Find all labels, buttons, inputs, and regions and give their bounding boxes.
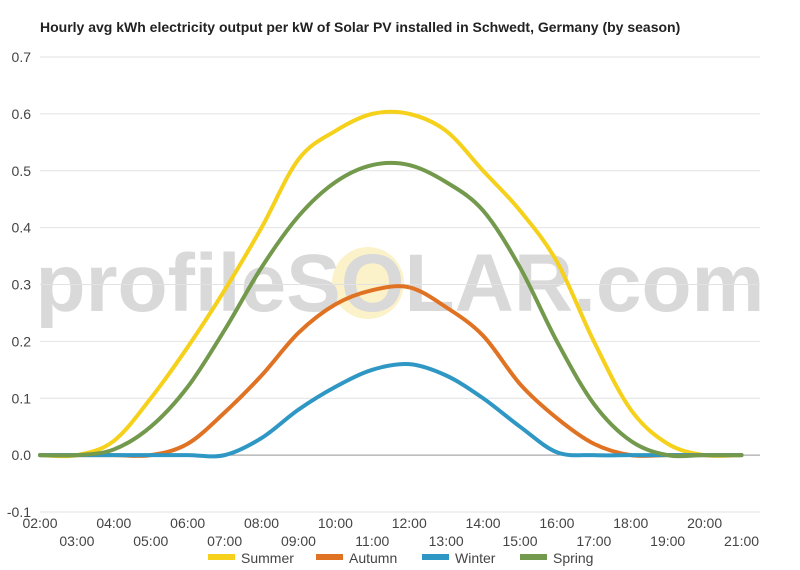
x-tick-label: 08:00 xyxy=(244,515,279,531)
y-tick-label: 0.3 xyxy=(12,277,32,293)
y-tick-label: 0.6 xyxy=(12,106,32,122)
x-tick-label: 04:00 xyxy=(96,515,131,531)
watermark-sun-icon xyxy=(332,247,404,319)
legend: Summer Autumn Winter Spring xyxy=(208,550,593,566)
chart-title: Hourly avg kWh electricity output per kW… xyxy=(40,19,681,35)
x-tick-label: 17:00 xyxy=(576,533,611,549)
x-tick-label: 19:00 xyxy=(650,533,685,549)
legend-swatch-spring xyxy=(520,554,547,560)
x-tick-label: 09:00 xyxy=(281,533,316,549)
y-tick-label: 0.4 xyxy=(12,220,32,236)
legend-swatch-winter xyxy=(422,554,449,560)
legend-swatch-summer xyxy=(208,554,235,560)
series-line-summer xyxy=(38,109,744,459)
x-tick-label: 03:00 xyxy=(59,533,94,549)
watermark-text: profileSOLAR.com xyxy=(36,238,765,329)
x-tick-label: 13:00 xyxy=(429,533,464,549)
x-tick-label: 14:00 xyxy=(466,515,501,531)
x-tick-label: 18:00 xyxy=(613,515,648,531)
watermark: profileSOLAR.com xyxy=(36,238,765,329)
y-tick-label: 0.7 xyxy=(12,49,32,65)
y-tick-label: 0.1 xyxy=(12,390,32,406)
x-tick-label: 10:00 xyxy=(318,515,353,531)
x-tick-label: 11:00 xyxy=(355,533,389,549)
legend-label-autumn: Autumn xyxy=(349,550,397,566)
series-line-spring xyxy=(38,160,744,459)
legend-label-winter: Winter xyxy=(455,550,496,566)
series-lines xyxy=(38,109,744,459)
x-axis-ticks: 02:00 04:00 06:00 08:00 10:00 12:00 14:00 16:00… xyxy=(22,515,759,549)
y-tick-label: -0.1 xyxy=(7,504,31,520)
x-tick-label: 16:00 xyxy=(539,515,574,531)
legend-label-summer: Summer xyxy=(241,550,294,566)
x-tick-label: 05:00 xyxy=(133,533,168,549)
x-tick-label: 21:00 xyxy=(724,533,759,549)
x-tick-label: 20:00 xyxy=(687,515,722,531)
y-tick-label: 0.5 xyxy=(12,163,32,179)
x-tick-label: 02:00 xyxy=(22,515,57,531)
legend-label-spring: Spring xyxy=(553,550,593,566)
x-tick-label: 12:00 xyxy=(392,515,427,531)
y-axis-ticks: 0.7 0.6 0.5 0.4 0.3 0.2 0.1 0.0 -0.1 xyxy=(7,49,31,520)
x-tick-label: 07:00 xyxy=(207,533,242,549)
y-tick-label: 0.0 xyxy=(12,447,32,463)
series-line-winter xyxy=(38,361,744,459)
x-tick-label: 06:00 xyxy=(170,515,205,531)
y-tick-label: 0.2 xyxy=(12,333,32,349)
legend-swatch-autumn xyxy=(316,554,343,560)
x-tick-label: 15:00 xyxy=(502,533,537,549)
